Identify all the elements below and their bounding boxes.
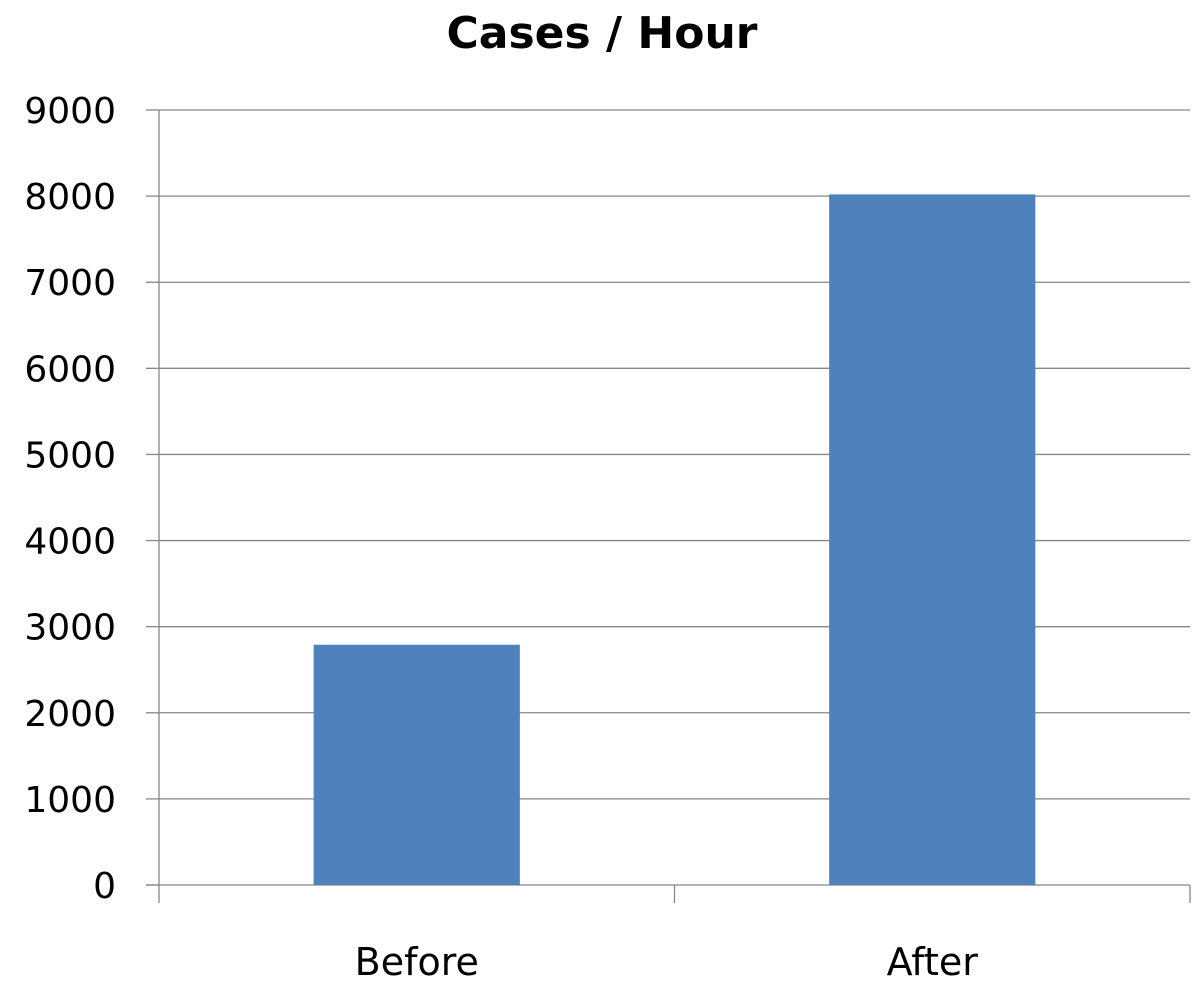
bar-after <box>829 194 1036 885</box>
y-tick-label: 8000 <box>24 177 116 218</box>
x-axis-labels: Before After <box>355 940 979 982</box>
y-tick-label: 1000 <box>24 780 116 821</box>
bars <box>313 194 1036 885</box>
x-category-label: Before <box>355 940 479 982</box>
y-tick-label: 7000 <box>24 263 116 304</box>
y-tick-label: 9000 <box>24 91 116 132</box>
y-tick-label: 5000 <box>24 435 116 476</box>
y-tick-label: 6000 <box>24 349 116 390</box>
x-category-label: After <box>887 940 979 982</box>
y-axis-ticks: 0 1000 2000 3000 4000 5000 6000 7000 8000 9000 <box>24 91 116 907</box>
y-tick-label: 4000 <box>24 522 116 563</box>
bar-before <box>313 644 520 885</box>
y-tick-label: 2000 <box>24 694 116 735</box>
y-tick-label: 0 <box>93 866 116 907</box>
chart-title: Cases / Hour <box>447 8 758 59</box>
y-tick-label: 3000 <box>24 608 116 649</box>
